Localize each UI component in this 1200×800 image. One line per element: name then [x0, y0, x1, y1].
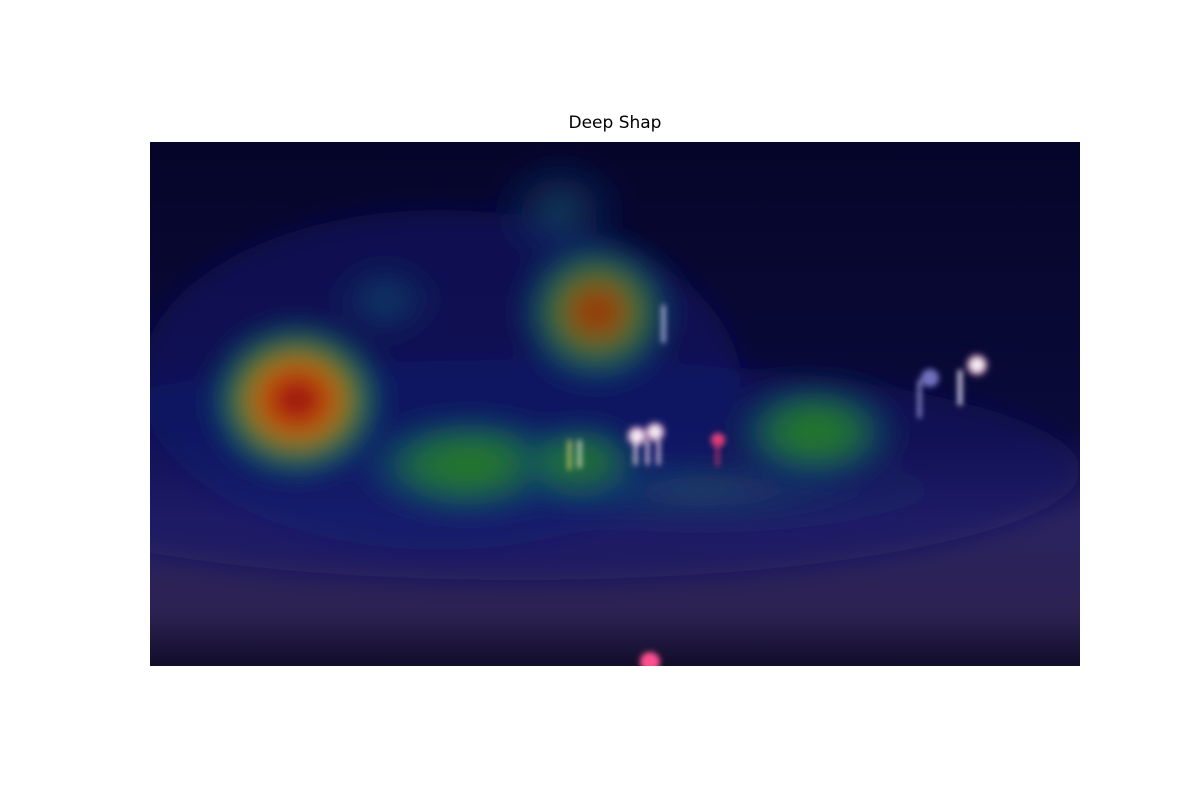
lights	[568, 305, 990, 666]
title: Deep Shap	[569, 113, 662, 133]
heatmap	[150, 150, 1080, 580]
image	[150, 142, 1080, 666]
